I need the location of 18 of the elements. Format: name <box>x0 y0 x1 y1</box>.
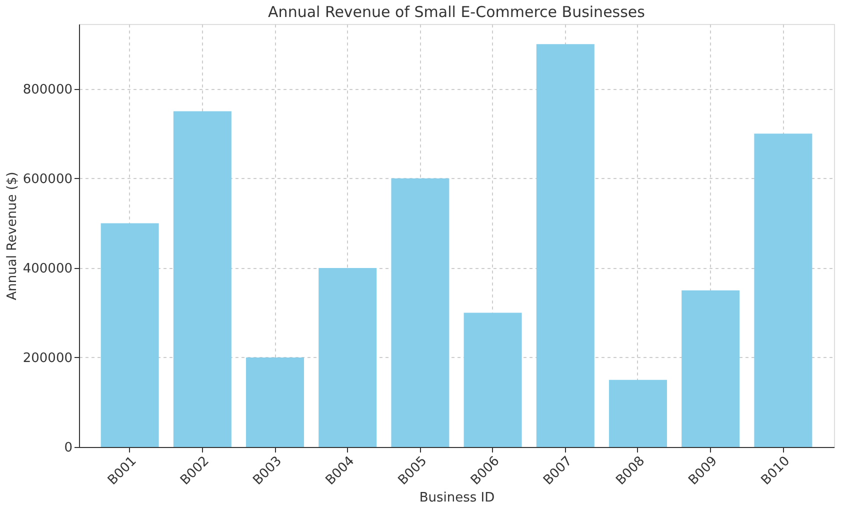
y-tick-label: 200000 <box>22 350 72 366</box>
y-tick-label: 600000 <box>22 172 72 187</box>
bar <box>173 111 232 447</box>
bar <box>246 357 304 447</box>
bar <box>608 380 667 447</box>
bar <box>100 223 159 447</box>
bar <box>754 134 812 447</box>
y-tick-label: 0 <box>64 440 72 456</box>
chart-title: Annual Revenue of Small E-Commerce Businesses <box>268 3 646 21</box>
y-axis-title: Annual Revenue ($) <box>4 172 20 300</box>
x-axis-title: Business ID <box>419 490 495 506</box>
bar <box>391 178 450 447</box>
bar <box>464 312 522 447</box>
bar <box>682 290 740 447</box>
y-tick-label: 800000 <box>22 82 72 98</box>
y-tick-label: 400000 <box>22 261 72 276</box>
bar <box>318 268 377 447</box>
bar <box>536 44 594 447</box>
